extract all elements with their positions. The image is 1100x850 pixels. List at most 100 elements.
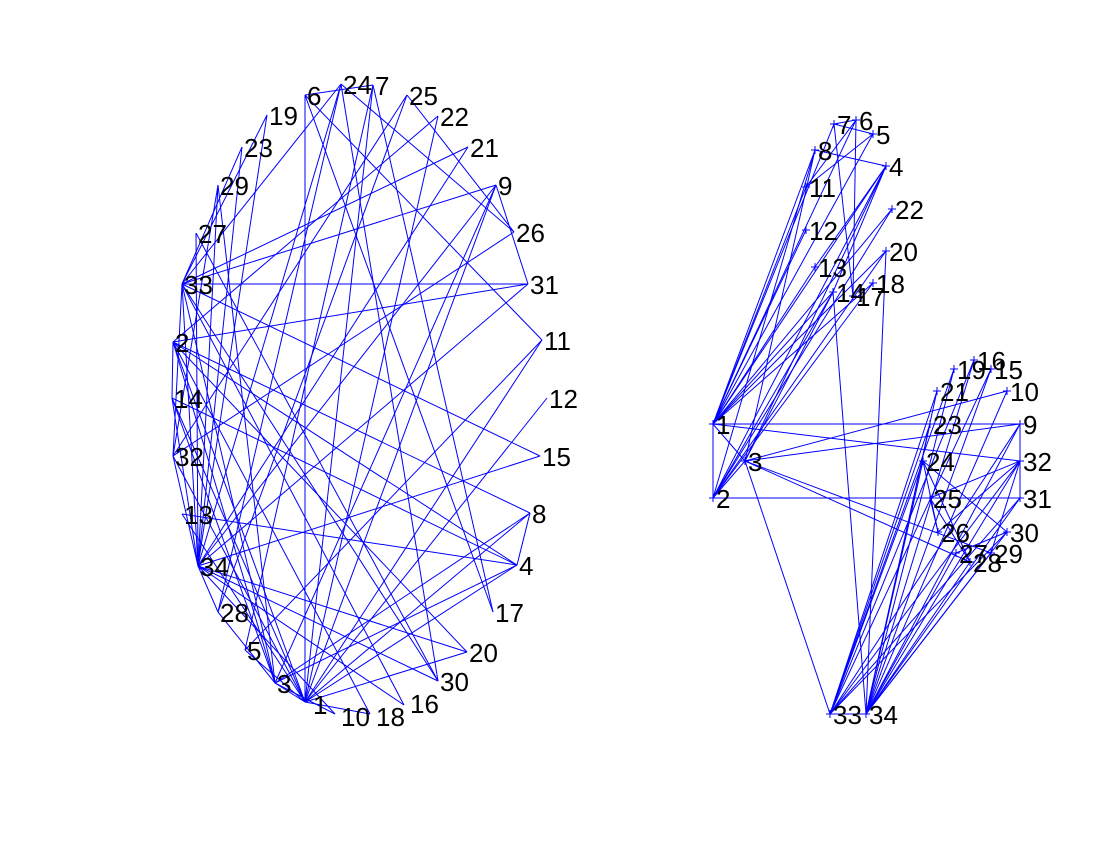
circular-edge-24-33: [181, 83, 342, 285]
layered-edge-23-33: [829, 423, 931, 715]
layered-node-label-27: 27: [959, 539, 988, 569]
layered-edge-20-34: [865, 250, 887, 715]
layered-node-label-7: 7: [837, 110, 851, 140]
circular-edge-4-13: [181, 513, 518, 566]
circular-edge-3-8: [274, 512, 531, 684]
circular-node-label-8: 8: [532, 499, 546, 529]
circular-edge-30-33: [181, 283, 439, 682]
layered-node-label-17: 17: [856, 282, 885, 312]
layered-layout-panel: 1234567891011121314151617181920212223242…: [709, 106, 1052, 730]
circular-node-label-15: 15: [542, 442, 571, 472]
circular-edge-33-34: [181, 283, 199, 567]
circular-edge-1-7: [304, 84, 374, 703]
layered-node-label-28: 28: [973, 548, 1002, 578]
circular-edge-32-33: [172, 283, 183, 457]
layered-node-label-19: 19: [957, 355, 986, 385]
layered-edge-4-13: [814, 165, 887, 268]
circular-node-label-21: 21: [470, 133, 499, 163]
layered-edge-9-34: [865, 423, 1021, 715]
layered-edge-3-29: [744, 460, 992, 554]
circular-edge-1-20: [304, 651, 468, 703]
layered-edge-31-33: [829, 497, 1021, 715]
circular-node-label-33: 33: [184, 270, 213, 300]
circular-node-label-6: 6: [307, 81, 321, 111]
circular-node-label-26: 26: [516, 218, 545, 248]
circular-edge-31-34: [197, 283, 529, 567]
circular-node-label-23: 23: [244, 133, 273, 163]
circular-edge-7-17: [372, 84, 494, 613]
layered-edge-3-8: [744, 149, 816, 462]
layered-edge-3-10: [744, 390, 1008, 462]
circular-edge-29-34: [197, 184, 219, 567]
circular-edge-1-9: [304, 184, 497, 703]
circular-edge-9-34: [197, 184, 497, 567]
circular-edge-24-26: [340, 83, 515, 233]
layered-edge-1-20: [712, 250, 887, 425]
circular-node-label-20: 20: [469, 638, 498, 668]
circular-node-label-29: 29: [220, 171, 249, 201]
layered-edge-2-22: [712, 208, 893, 499]
circular-edge-1-3: [274, 682, 306, 703]
layered-edge-3-14: [744, 291, 834, 462]
circular-edge-1-8: [304, 512, 531, 703]
layered-node-label-26: 26: [941, 518, 970, 548]
layered-edge-28-34: [865, 561, 971, 715]
layered-node-label-11: 11: [809, 173, 836, 203]
circular-edge-5-7: [244, 84, 374, 651]
layered-node-label-14: 14: [836, 278, 865, 308]
circular-edge-16-34: [197, 565, 405, 706]
circular-node-label-31: 31: [530, 270, 559, 300]
circular-edge-21-34: [197, 146, 469, 567]
circular-edge-14-34: [171, 397, 199, 567]
circular-node-label-32: 32: [175, 442, 204, 472]
circular-edge-3-33: [181, 283, 276, 684]
circular-node-label-2: 2: [175, 328, 189, 358]
layered-node-label-15: 15: [994, 355, 1023, 385]
circular-edge-2-3: [172, 341, 276, 684]
layered-edge-3-33: [744, 460, 831, 715]
circular-edge-25-32: [172, 94, 408, 457]
circular-edge-2-14: [171, 341, 174, 399]
layered-edge-2-3: [712, 460, 746, 499]
layered-node-label-25: 25: [933, 484, 962, 514]
circular-node-label-5: 5: [247, 636, 261, 666]
layered-edge-1-11: [712, 186, 807, 425]
circular-edge-15-33: [181, 283, 541, 457]
layered-edge-24-34: [865, 460, 924, 715]
layered-edge-32-33: [829, 460, 1021, 715]
circular-edge-3-9: [274, 184, 497, 684]
layered-node-label-22: 22: [895, 195, 924, 225]
circular-node-label-18: 18: [376, 702, 405, 732]
layered-node-label-23: 23: [933, 410, 962, 440]
layered-edge-2-14: [712, 291, 834, 499]
circular-node-label-9: 9: [498, 171, 512, 201]
circular-edge-9-31: [495, 184, 529, 285]
circular-edge-2-20: [172, 341, 468, 653]
layered-edge-14-34: [832, 291, 867, 715]
circular-edge-23-33: [181, 146, 243, 285]
layered-node-label-30: 30: [1010, 518, 1039, 548]
layered-edge-26-32: [937, 460, 1021, 533]
circular-edge-3-10: [274, 682, 336, 715]
layered-edge-31-34: [865, 497, 1021, 715]
circular-edge-1-4: [304, 564, 518, 703]
circular-edge-28-34: [197, 565, 219, 613]
circular-node-label-12: 12: [549, 384, 578, 414]
circular-edge-16-33: [181, 283, 405, 706]
circular-edge-3-4: [274, 564, 518, 684]
layered-node-label-16: 16: [977, 346, 1006, 376]
circular-edge-30-34: [197, 565, 439, 682]
layered-edge-21-33: [829, 390, 938, 715]
circular-edge-25-28: [217, 94, 408, 613]
layered-edge-1-13: [712, 266, 816, 425]
layered-edge-15-34: [865, 368, 992, 715]
circular-node-label-10: 10: [341, 702, 370, 732]
layered-edge-3-28: [744, 460, 971, 563]
circular-edge-19-34: [197, 114, 268, 567]
layered-edge-25-26: [929, 497, 939, 533]
circular-edge-2-4: [172, 341, 518, 566]
circular-node-label-24: 24: [343, 70, 372, 100]
layered-edge-1-32: [712, 423, 1021, 462]
circular-edge-20-34: [197, 565, 468, 653]
